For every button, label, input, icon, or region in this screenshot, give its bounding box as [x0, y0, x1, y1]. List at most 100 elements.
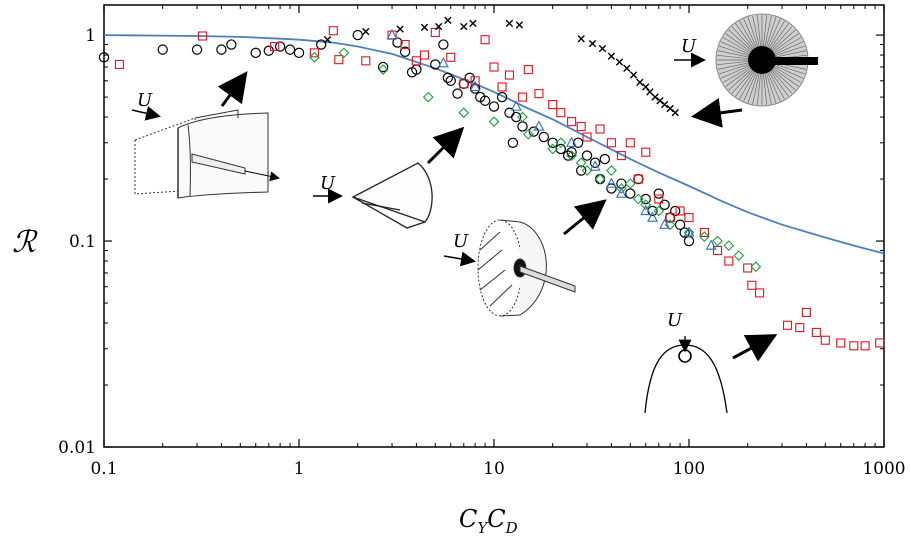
cross-marker	[598, 44, 607, 53]
triangle-marker	[659, 218, 671, 229]
diamond-marker	[566, 150, 577, 161]
bristle-line	[773, 33, 799, 53]
circle-marker	[479, 95, 491, 106]
x-axis-title: CYCD	[459, 505, 518, 536]
square-marker	[459, 79, 469, 89]
y-axis-title: ℛ	[12, 225, 38, 260]
diamond-marker	[712, 235, 723, 247]
bristle-line	[773, 67, 799, 87]
brush-disc-sketch	[715, 13, 818, 107]
circle-marker	[98, 52, 110, 63]
circle-marker	[640, 193, 651, 205]
circle-marker	[504, 107, 515, 118]
model-curve-line	[103, 34, 885, 255]
circle-marker	[274, 41, 286, 52]
square-marker	[400, 39, 410, 50]
square-marker	[517, 92, 528, 102]
flow-label-3: U	[453, 231, 469, 252]
square-marker	[782, 320, 793, 330]
bristle-line	[771, 26, 793, 50]
circle-marker	[599, 153, 610, 165]
x-tick-label: 10	[483, 459, 505, 479]
square-marker	[411, 56, 421, 66]
cross-marker	[396, 25, 404, 33]
cross-marker	[623, 64, 631, 72]
bristle-line	[765, 17, 777, 47]
circle-marker	[452, 88, 463, 99]
bristle-line	[747, 73, 759, 103]
triangle-marker	[589, 160, 601, 171]
bristle-line	[731, 70, 753, 94]
circle-marker	[538, 131, 549, 143]
circle-marker	[226, 39, 237, 50]
circle-marker	[625, 188, 636, 199]
circle-marker	[562, 150, 574, 161]
diamond-marker	[733, 250, 745, 261]
circle-marker	[316, 39, 327, 50]
square-marker	[361, 56, 371, 66]
diamond-marker	[683, 227, 695, 238]
bristle-line	[775, 45, 805, 57]
bristle-line	[763, 73, 768, 105]
square-marker	[616, 151, 626, 161]
cross-marker	[671, 108, 679, 117]
square-marker	[197, 31, 208, 41]
diamond-marker	[640, 199, 652, 211]
diamond-marker	[575, 157, 587, 169]
bristle-line	[763, 15, 768, 47]
circle-marker	[679, 227, 690, 238]
bristle-line	[743, 18, 757, 48]
bristle-line	[775, 63, 805, 75]
circle-marker	[216, 44, 227, 55]
cross-marker	[362, 27, 370, 36]
bristle-line	[771, 70, 793, 94]
diamond-marker	[699, 231, 710, 243]
square-marker	[595, 124, 605, 134]
diamond-marker	[517, 111, 528, 123]
square-marker	[641, 147, 651, 157]
triangle-marker	[469, 80, 481, 92]
diamond-marker	[632, 193, 644, 205]
square-marker	[576, 121, 586, 132]
square-marker	[430, 27, 440, 38]
bristle-line	[752, 73, 760, 105]
bristle-line	[735, 71, 755, 97]
square-marker	[712, 245, 723, 256]
square-marker	[523, 65, 533, 75]
cross-marker	[607, 52, 616, 60]
circle-marker	[528, 126, 540, 137]
circle-marker	[392, 37, 403, 48]
circle-marker	[547, 137, 558, 148]
square-marker	[582, 132, 592, 142]
cross-marker	[444, 16, 452, 24]
flow-label-4: U	[681, 36, 697, 57]
bristle-line	[768, 71, 785, 100]
bristle-line	[717, 50, 749, 58]
diamond-marker	[581, 165, 593, 176]
square-marker	[556, 108, 566, 118]
square-marker	[606, 138, 616, 148]
triangle-marker	[640, 204, 652, 216]
bristle-line	[722, 37, 751, 54]
square-marker	[801, 307, 811, 318]
pointer-arrows	[217, 71, 778, 362]
circle-marker	[633, 173, 644, 185]
diamond-marker	[594, 173, 606, 185]
x-tick-label: 0.1	[90, 459, 117, 479]
x-tick-label: 1	[294, 459, 305, 479]
square-marker	[699, 227, 709, 238]
bristle-line	[764, 73, 772, 105]
bristle-line	[774, 65, 804, 79]
triangle-marker	[386, 28, 398, 40]
bristle-line	[775, 50, 807, 58]
bristle-line	[722, 66, 751, 83]
square-marker	[665, 213, 675, 223]
diamond-marker	[377, 64, 389, 75]
circle-marker	[566, 147, 577, 158]
triangle-marker	[605, 177, 617, 188]
square-marker	[334, 55, 344, 65]
triangle-marker	[683, 226, 695, 237]
flow-arrows	[131, 52, 706, 267]
triangle-marker	[615, 187, 627, 198]
